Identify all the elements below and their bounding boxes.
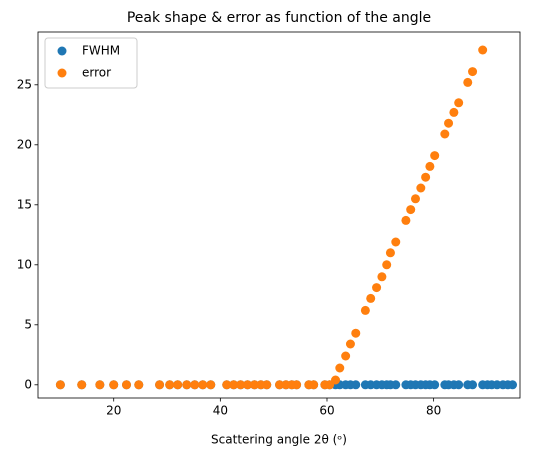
point [275, 380, 285, 390]
point [341, 351, 351, 361]
point [454, 380, 464, 390]
point [331, 375, 341, 385]
point [444, 118, 454, 128]
y-tick-label: 0 [24, 377, 32, 391]
point [249, 380, 259, 390]
point [366, 293, 376, 303]
y-tick-label: 20 [17, 137, 32, 151]
point [391, 237, 401, 247]
point [262, 380, 272, 390]
point [122, 380, 132, 390]
x-axis-label: Scattering angle 2θ (ᵒ) [211, 433, 347, 447]
point [416, 183, 426, 193]
legend: FWHM error [44, 37, 138, 89]
legend-box [44, 37, 138, 89]
point [173, 380, 183, 390]
legend-marker [57, 46, 67, 56]
point [478, 45, 488, 55]
point [134, 380, 144, 390]
point [463, 77, 473, 87]
point [508, 380, 518, 390]
point [377, 272, 387, 282]
point [449, 107, 459, 117]
point [468, 67, 478, 77]
point [421, 172, 431, 182]
plot-frame [37, 31, 521, 399]
chart-title: Peak shape & error as function of the an… [127, 10, 431, 26]
point [309, 380, 319, 390]
x-tick-label: 60 [319, 404, 334, 418]
y-tick-label: 10 [17, 257, 32, 271]
point [430, 380, 440, 390]
point [198, 380, 208, 390]
point [440, 129, 450, 139]
point [182, 380, 192, 390]
point [77, 380, 87, 390]
point [335, 363, 345, 373]
point [454, 98, 464, 108]
point [190, 380, 200, 390]
point [243, 380, 253, 390]
x-tick-label: 20 [106, 404, 121, 418]
point [109, 380, 119, 390]
y-tick-label: 25 [17, 77, 32, 91]
point [229, 380, 239, 390]
legend-label: FWHM [82, 44, 120, 58]
point [382, 260, 392, 270]
x-tick-label: 80 [426, 404, 441, 418]
point [425, 161, 435, 171]
point [468, 380, 478, 390]
point [351, 328, 361, 338]
legend-marker [57, 68, 67, 78]
legend-label: error [82, 66, 111, 80]
point [401, 215, 411, 225]
point [351, 380, 361, 390]
point [360, 305, 370, 315]
point [345, 339, 355, 349]
y-tick-label: 5 [24, 317, 32, 331]
point [391, 380, 401, 390]
point [206, 380, 216, 390]
point [55, 380, 65, 390]
point [222, 380, 232, 390]
point [165, 380, 175, 390]
x-tick-label: 40 [213, 404, 228, 418]
point [410, 194, 420, 204]
point [430, 151, 440, 161]
point [406, 205, 416, 215]
point [95, 380, 105, 390]
point [292, 380, 302, 390]
point [155, 380, 165, 390]
point [372, 283, 382, 293]
point [236, 380, 246, 390]
y-tick-label: 15 [17, 197, 32, 211]
point [385, 248, 395, 258]
